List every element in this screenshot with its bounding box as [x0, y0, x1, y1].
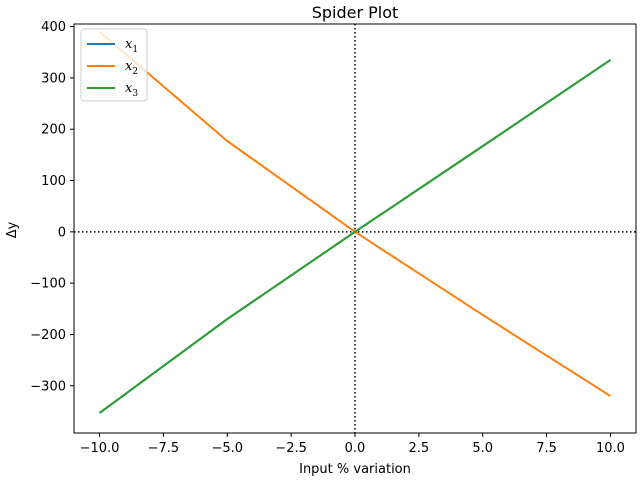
x-tick-label: 0.0 — [345, 441, 366, 456]
legend-label-1: x1 — [125, 37, 138, 55]
chart-title: Spider Plot — [312, 3, 399, 22]
x-tick-label: 7.5 — [536, 441, 557, 456]
y-tick-label: −200 — [30, 328, 66, 343]
x-axis-label: Input % variation — [299, 462, 411, 477]
y-tick-label: 100 — [41, 174, 66, 189]
legend-label-2: x2 — [125, 59, 138, 77]
x-tick-label: −5.0 — [211, 441, 243, 456]
series-line-3 — [98, 59, 612, 414]
legend-label-subscript: 1 — [132, 45, 138, 55]
legend-label-base: x — [125, 37, 133, 52]
x-tick-label: 2.5 — [409, 441, 430, 456]
legend-label-3: x3 — [125, 81, 138, 99]
y-axis-label: Δy — [5, 221, 20, 238]
x-tick-label: 5.0 — [472, 441, 493, 456]
plot-area: −10.0 −7.5 −5.0 −2.5 0.0 2.5 5.0 7.5 10.0 −300 −20… — [30, 20, 637, 456]
x-tick-label: 10.0 — [596, 441, 625, 456]
y-tick-label: 400 — [41, 20, 66, 35]
y-tick-label: −300 — [30, 379, 66, 394]
y-tick-label: 0 — [58, 225, 66, 240]
legend-label-base: x — [125, 81, 133, 96]
legend-label-base: x — [125, 59, 133, 74]
x-tick-label: −2.5 — [275, 441, 307, 456]
x-tick-label: −10.0 — [80, 441, 120, 456]
legend-label-subscript: 2 — [132, 67, 138, 77]
y-tick-label: 200 — [41, 123, 66, 138]
x-tick-label: −7.5 — [148, 441, 180, 456]
y-tick-label: 300 — [41, 71, 66, 86]
legend-label-subscript: 3 — [132, 89, 138, 99]
y-tick-label: −100 — [30, 277, 66, 292]
